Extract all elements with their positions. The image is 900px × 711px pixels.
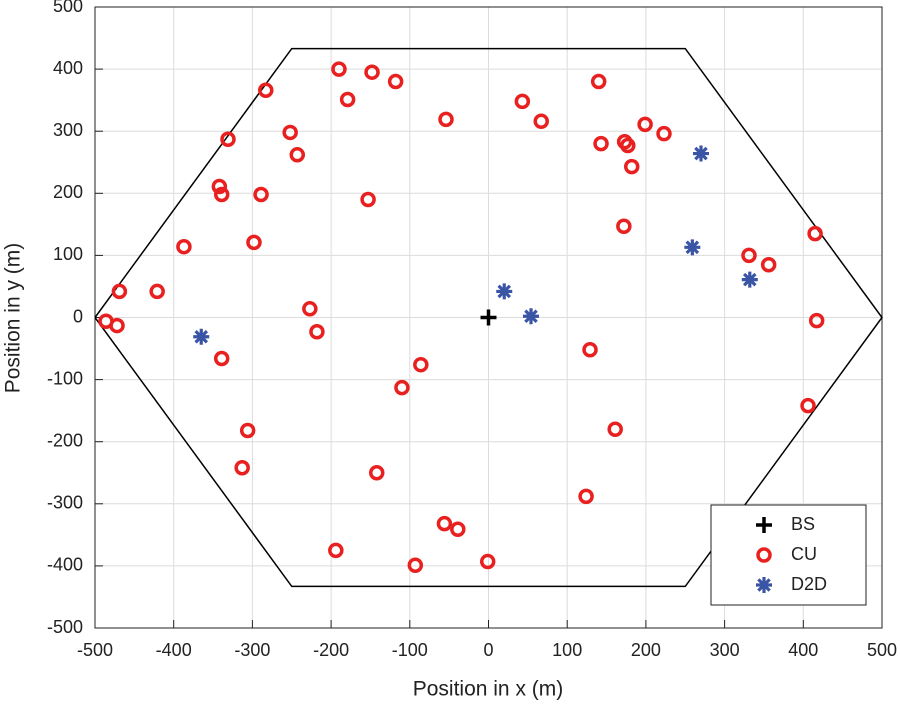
cu-marker: [339, 91, 356, 108]
cu-marker: [741, 247, 757, 264]
d2d-marker: [496, 283, 513, 300]
cu-marker: [450, 521, 466, 538]
legend-marker: [756, 577, 772, 593]
cu-marker: [607, 421, 623, 438]
y-tick-label: 200: [53, 182, 83, 202]
cu-marker: [253, 186, 269, 203]
cu-marker: [309, 324, 325, 340]
cu-marker: [149, 283, 165, 300]
cu-marker: [213, 186, 230, 203]
x-axis-title: Position in x (m): [413, 678, 564, 701]
cu-marker: [328, 542, 344, 559]
legend-label: BS: [791, 514, 815, 534]
cu-marker: [593, 135, 609, 152]
cu-marker: [234, 460, 250, 476]
cu-marker: [436, 515, 453, 532]
y-tick-label: -200: [47, 430, 83, 450]
cu-marker: [808, 312, 825, 329]
d2d-marker: [193, 328, 210, 345]
cu-marker: [620, 137, 636, 154]
y-tick-label: 100: [53, 244, 83, 264]
y-tick-label: -300: [47, 493, 83, 513]
x-tick-label: 100: [552, 640, 582, 660]
legend-marker: [756, 517, 772, 533]
legend-marker: [756, 547, 772, 563]
cu-marker: [239, 422, 256, 439]
x-tick-label: 500: [867, 640, 897, 660]
cu-marker: [387, 73, 404, 90]
x-tick-label: -500: [77, 640, 113, 660]
cu-marker: [246, 234, 262, 251]
cu-marker: [623, 158, 640, 175]
y-axis-title: Position in y (m): [2, 243, 25, 394]
d2d-marker: [684, 239, 701, 256]
x-tick-label: -200: [313, 640, 349, 660]
cu-marker: [760, 256, 777, 273]
cu-marker: [514, 93, 531, 110]
y-tick-label: 400: [53, 58, 83, 78]
cu-marker: [220, 131, 236, 148]
cu-marker: [282, 124, 298, 141]
y-tick-label: 0: [73, 306, 83, 326]
cu-marker: [394, 379, 410, 396]
cu-marker: [582, 342, 598, 358]
y-tick-label: -100: [47, 368, 83, 388]
cu-marker: [302, 301, 318, 317]
cu-marker: [616, 218, 632, 234]
x-tick-label: 0: [483, 640, 493, 660]
legend-box: [710, 504, 867, 606]
cu-marker: [479, 553, 496, 570]
cu-marker: [211, 178, 228, 195]
x-tick-label: -300: [234, 640, 270, 660]
x-tick-label: 200: [631, 640, 661, 660]
cu-marker: [407, 557, 424, 574]
y-tick-label: -500: [47, 617, 83, 637]
cu-marker: [533, 113, 549, 130]
x-tick-label: 300: [710, 640, 740, 660]
d2d-marker: [741, 271, 758, 288]
cu-marker: [289, 147, 306, 163]
x-tick-label: 400: [788, 640, 818, 660]
x-tick-label: -400: [156, 640, 192, 660]
cu-marker: [637, 116, 653, 133]
cell-boundary: [94, 47, 883, 588]
cu-marker: [590, 73, 607, 90]
cu-marker: [656, 125, 672, 142]
cu-marker: [213, 350, 230, 367]
cu-marker: [368, 465, 385, 481]
cu-marker: [258, 82, 274, 98]
cu-marker: [364, 64, 380, 80]
y-tick-label: 300: [53, 120, 83, 140]
x-tick-label: -100: [392, 640, 428, 660]
cu-marker: [176, 238, 192, 255]
y-tick-label: -400: [47, 555, 83, 575]
d2d-marker: [692, 145, 709, 162]
bs-marker: [480, 309, 497, 326]
cu-marker: [331, 61, 347, 77]
cu-marker: [807, 225, 823, 242]
cu-marker: [800, 397, 816, 414]
cu-marker: [109, 317, 125, 334]
legend-label: D2D: [791, 574, 827, 594]
d2d-marker: [522, 308, 539, 325]
cu-marker: [360, 191, 376, 208]
y-tick-label: 500: [53, 0, 83, 16]
cu-marker: [413, 356, 429, 373]
cu-marker: [578, 488, 594, 505]
cu-marker: [438, 111, 454, 128]
cu-marker: [111, 283, 128, 300]
legend-label: CU: [791, 544, 817, 564]
